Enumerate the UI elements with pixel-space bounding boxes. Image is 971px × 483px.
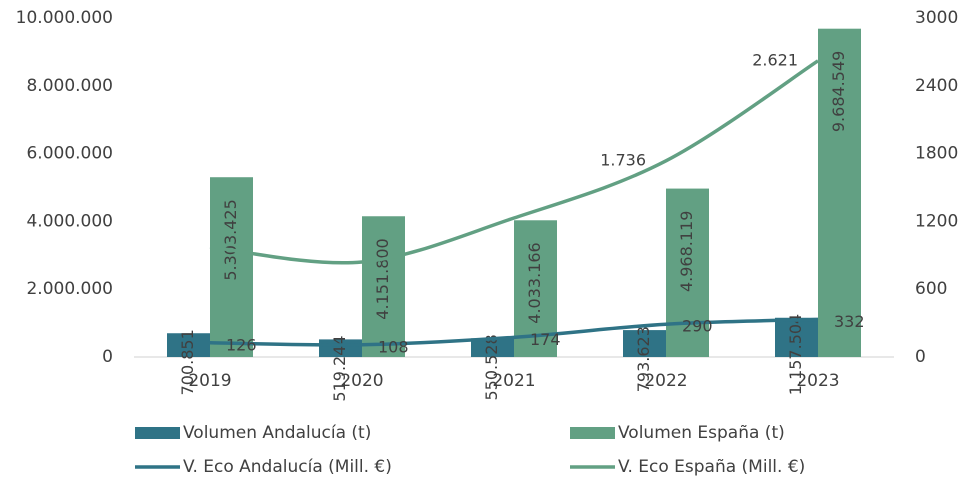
y2-tick-label: 1200 bbox=[915, 211, 958, 231]
bar-value-label: 4.033.166 bbox=[525, 242, 544, 323]
line bbox=[209, 59, 819, 265]
y-tick-label: 2.000.000 bbox=[26, 279, 113, 299]
bar-value-label: 4.968.119 bbox=[677, 211, 696, 292]
bar-value-label: 4.151.800 bbox=[373, 238, 392, 319]
y-tick-label: 10.000.000 bbox=[16, 8, 113, 28]
y-tick-label: 6.000.000 bbox=[26, 144, 113, 164]
line-value-label: 290 bbox=[682, 317, 713, 336]
bar-value-label: 9.684.549 bbox=[829, 51, 848, 132]
bar bbox=[818, 28, 861, 358]
bar bbox=[666, 188, 709, 357]
y2-tick-label: 0 bbox=[915, 347, 926, 367]
y-tick-label: 0 bbox=[102, 347, 113, 367]
x-tick-label: 2023 bbox=[796, 371, 839, 391]
line-value-label: 1.736 bbox=[600, 150, 646, 169]
bar bbox=[362, 216, 405, 357]
bar bbox=[775, 317, 818, 357]
x-tick-label: 2022 bbox=[644, 371, 687, 391]
legend-label: Volumen Andalucía (t) bbox=[183, 423, 371, 443]
y2-tick-label: 3000 bbox=[915, 8, 958, 28]
line bbox=[209, 317, 819, 347]
legend-label: V. Eco España (Mill. €) bbox=[618, 457, 805, 477]
legend-label: Volumen España (t) bbox=[618, 423, 785, 443]
y-tick-label: 8.000.000 bbox=[26, 76, 113, 96]
bar-value-label: 519.244 bbox=[330, 335, 349, 401]
bar-value-label: 1.157.504 bbox=[786, 314, 805, 395]
bar-value-label: 700.851 bbox=[178, 329, 197, 395]
x-tick-label: 2021 bbox=[492, 371, 535, 391]
bar-value-label: 793.623 bbox=[634, 326, 653, 392]
line-value-label: 126 bbox=[226, 335, 257, 354]
bar bbox=[623, 330, 666, 357]
legend-swatch bbox=[570, 427, 615, 439]
legend-label: V. Eco Andalucía (Mill. €) bbox=[183, 457, 392, 477]
line-value-label: 174 bbox=[530, 330, 561, 349]
line-value-label: 108 bbox=[378, 337, 409, 356]
y2-tick-label: 1800 bbox=[915, 144, 958, 164]
x-tick-label: 2020 bbox=[340, 371, 383, 391]
bar bbox=[167, 333, 210, 357]
bar bbox=[471, 338, 514, 357]
legend-swatch bbox=[135, 427, 180, 439]
bar-value-label: 550.528 bbox=[482, 334, 501, 400]
y2-tick-label: 600 bbox=[915, 279, 947, 299]
bar bbox=[210, 177, 253, 357]
line-value-label: 2.621 bbox=[752, 50, 798, 69]
bar-value-label: 5.303.425 bbox=[221, 199, 240, 280]
y2-tick-label: 2400 bbox=[915, 76, 958, 96]
x-tick-label: 2019 bbox=[188, 371, 231, 391]
y-tick-label: 4.000.000 bbox=[26, 211, 113, 231]
line-value-label: 332 bbox=[834, 312, 865, 331]
